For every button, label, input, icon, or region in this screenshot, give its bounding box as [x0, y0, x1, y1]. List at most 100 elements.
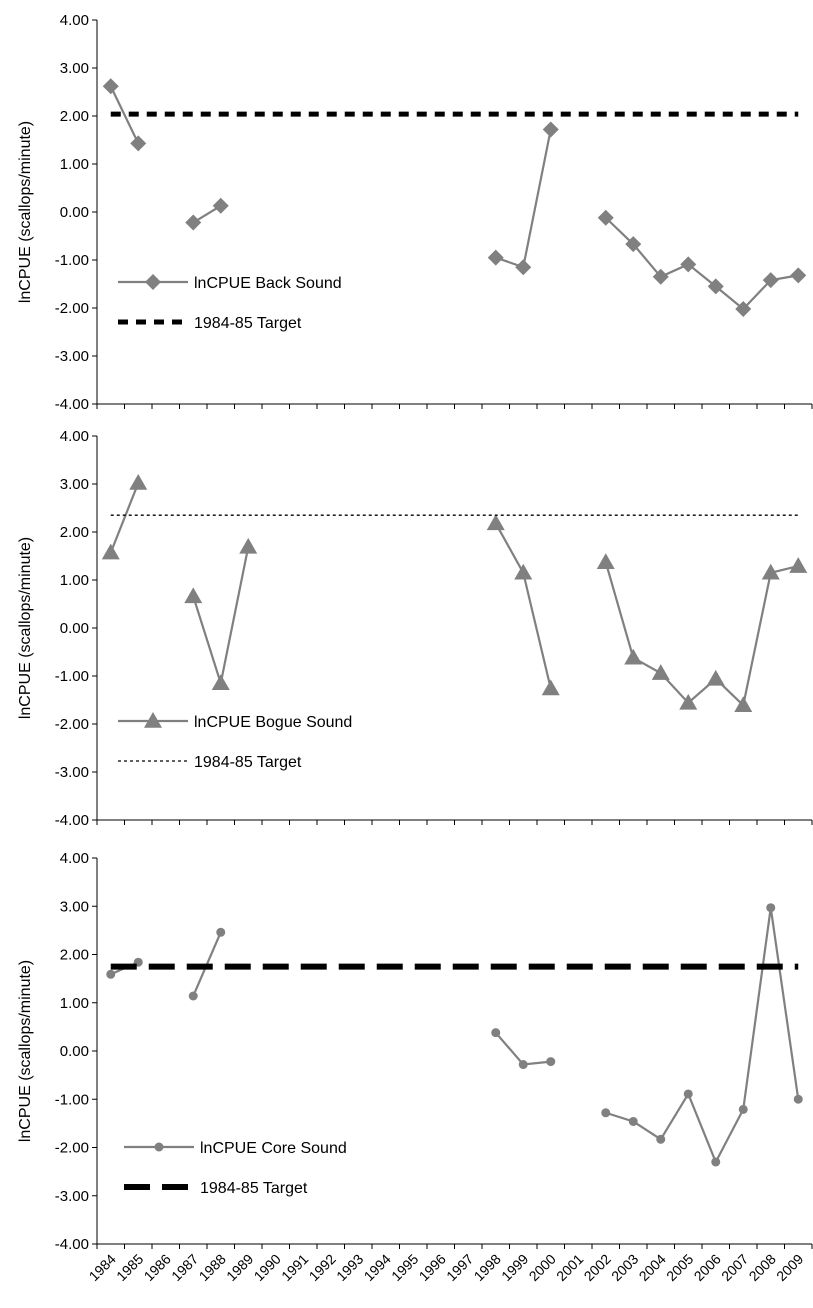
x-tick-label: 1985 [113, 1251, 146, 1284]
x-tick-label: 2009 [773, 1251, 806, 1284]
x-tick-label: 1990 [251, 1251, 284, 1284]
y-tick-label: -4.00 [55, 812, 89, 829]
legend-target-label: 1984-85 Target [194, 754, 302, 771]
legend-series-label: lnCPUE Back Sound [194, 275, 342, 292]
data-point [734, 696, 753, 713]
data-point [683, 1089, 693, 1099]
x-tick-label: 1989 [223, 1251, 256, 1284]
x-tick-label: 2005 [663, 1251, 696, 1284]
y-tick-label: 1.00 [60, 995, 89, 1012]
data-point [216, 927, 226, 937]
y-axis-label: lnCPUE (scallops/minute) [17, 960, 34, 1142]
data-point [515, 259, 532, 276]
data-point [106, 969, 116, 979]
y-tick-label: -4.00 [55, 1236, 89, 1253]
x-tick-label: 2008 [746, 1251, 779, 1284]
data-point [487, 249, 504, 266]
x-tick-label: 1993 [333, 1251, 366, 1284]
data-point [514, 563, 533, 580]
legend-target-label: 1984-85 Target [194, 315, 302, 332]
data-point [491, 1028, 501, 1038]
y-tick-label: 2.00 [60, 524, 89, 541]
data-point [188, 991, 198, 1001]
data-point [542, 121, 559, 138]
y-tick-label: 2.00 [60, 108, 89, 125]
data-point [656, 1134, 666, 1144]
y-tick-label: 0.00 [60, 1043, 89, 1060]
y-tick-label: -2.00 [55, 1140, 89, 1157]
series-line [495, 129, 552, 269]
data-point [518, 1060, 528, 1070]
x-tick-label: 1995 [388, 1251, 421, 1284]
y-tick-label: 0.00 [60, 620, 89, 637]
data-point [212, 197, 229, 214]
series-line [494, 522, 552, 689]
y-tick-label: -2.00 [55, 716, 89, 733]
y-tick-label: -1.00 [55, 668, 89, 685]
legend-series-marker [144, 712, 162, 728]
series-line [109, 482, 140, 554]
y-axis-label: lnCPUE (scallops/minute) [17, 121, 34, 303]
x-tick-label: 2004 [636, 1251, 669, 1284]
data-point [546, 1057, 556, 1067]
y-tick-label: 1.00 [60, 156, 89, 173]
y-tick-label: 4.00 [60, 850, 89, 867]
data-point [211, 674, 230, 690]
data-point [129, 474, 148, 490]
legend-series-label: lnCPUE Core Sound [200, 1140, 347, 1157]
data-point [541, 679, 560, 696]
y-tick-label: 0.00 [60, 204, 89, 221]
x-tick-label: 2003 [608, 1251, 641, 1284]
legend-target-label: 1984-85 Target [200, 1180, 308, 1197]
data-point [738, 1104, 748, 1114]
data-point [790, 267, 807, 284]
y-tick-label: 1.00 [60, 572, 89, 589]
data-point [652, 268, 669, 285]
chart-panel-3: -4.00 -3.00 -2.00 -1.00 0.00 1.00 2.00 3.00 4.00… [17, 850, 813, 1253]
data-point [184, 587, 203, 604]
y-tick-label: 4.00 [60, 428, 89, 445]
data-point [651, 664, 670, 680]
data-point [185, 214, 202, 231]
data-point [711, 1157, 721, 1167]
x-tick-label: 2001 [553, 1251, 586, 1284]
y-tick-label: -1.00 [55, 252, 89, 269]
x-tick-label: 2006 [691, 1251, 724, 1284]
x-tick-label: 1997 [443, 1251, 476, 1284]
data-point [789, 557, 808, 573]
series-line [192, 546, 250, 688]
y-tick-label: -3.00 [55, 1188, 89, 1205]
chart-panel-2: -4.00 -3.00 -2.00 -1.00 0.00 1.00 2.00 3.00 4.00… [17, 428, 813, 829]
data-point [793, 1094, 803, 1104]
data-point [486, 514, 505, 531]
x-tick-label: 2007 [718, 1251, 751, 1284]
x-tick-label: 1988 [196, 1251, 229, 1284]
series-line [604, 561, 799, 708]
data-point [625, 236, 642, 253]
data-point [601, 1108, 611, 1118]
legend-series-marker [145, 274, 161, 290]
legend-series-label: lnCPUE Bogue Sound [194, 714, 352, 731]
legend-series-marker [154, 1142, 164, 1152]
data-point [762, 272, 779, 289]
data-point [679, 693, 698, 710]
data-point [101, 543, 120, 560]
data-point [735, 300, 752, 317]
series-line [604, 216, 799, 311]
x-tick-label: 1996 [416, 1251, 449, 1284]
y-axis-label: lnCPUE (scallops/minute) [17, 537, 34, 719]
y-tick-label: -4.00 [55, 396, 89, 413]
data-point [766, 903, 776, 913]
data-point [130, 135, 147, 152]
data-point [624, 648, 643, 665]
x-tick-label: 1999 [498, 1251, 531, 1284]
y-tick-label: 3.00 [60, 60, 89, 77]
data-point [628, 1116, 638, 1126]
data-point [761, 563, 780, 580]
x-tick-label: 1986 [141, 1251, 174, 1284]
data-point [597, 209, 614, 226]
y-tick-label: 2.00 [60, 947, 89, 964]
y-tick-label: -3.00 [55, 764, 89, 781]
chart-panel-1: -4.00 -3.00 -2.00 -1.00 0.00 1.00 2.00 3.00 4.00… [17, 12, 813, 413]
x-tick-label: 1998 [471, 1251, 504, 1284]
